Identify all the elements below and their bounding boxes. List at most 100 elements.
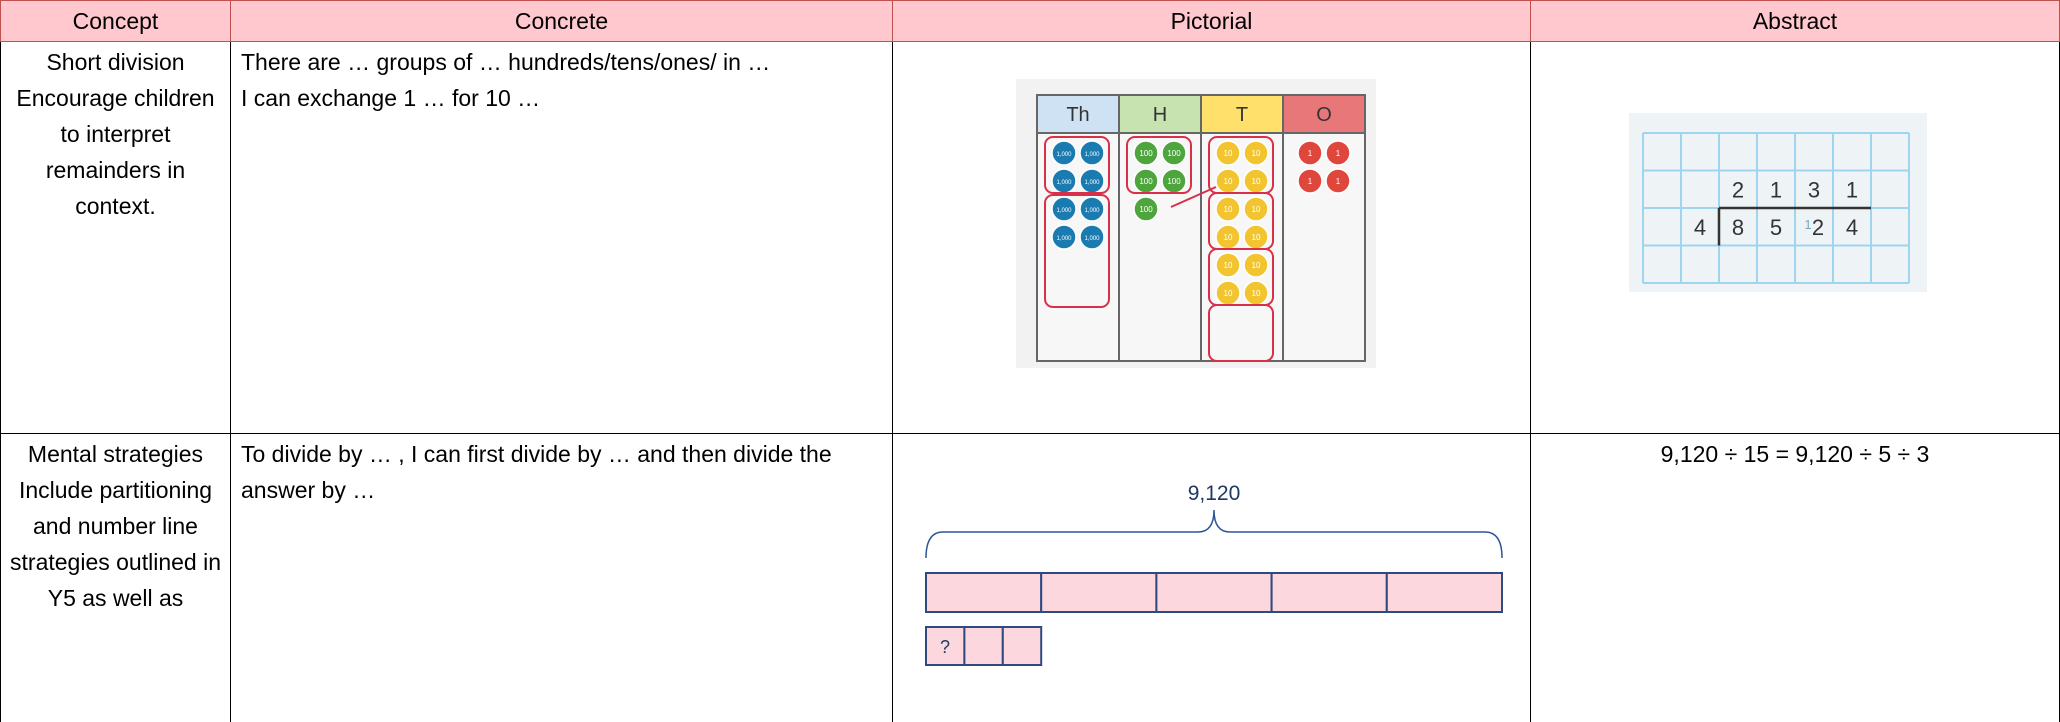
digit: 4: [1846, 215, 1858, 240]
coin: [1243, 196, 1269, 222]
cell-text: I can exchange 1 … for 10 …: [241, 85, 541, 111]
coin-label: 1,000: [1056, 236, 1072, 242]
column-header: [1200, 94, 1284, 134]
cell-text: Include partitioning and number line str…: [10, 477, 221, 611]
column: [1036, 94, 1120, 362]
abstract-cell: 9,120 ÷ 15 = 9,120 ÷ 5 ÷ 3: [1531, 434, 2060, 722]
coin-label: 100: [1139, 177, 1153, 186]
coin-label: 1: [1336, 149, 1341, 158]
coin: [1325, 168, 1351, 194]
coin: [1297, 168, 1323, 194]
concrete-cell: There are … groups of … hundreds/tens/on…: [231, 42, 893, 434]
coin-label: 10: [1252, 261, 1261, 270]
header-cell: Concrete: [231, 0, 893, 42]
coin: [1051, 224, 1077, 250]
coin-label: 1,000: [1056, 208, 1072, 214]
coin-label: 100: [1167, 177, 1181, 186]
column-header: [1036, 94, 1120, 134]
group-outline: [1126, 136, 1192, 194]
coin-label: 10: [1252, 233, 1261, 242]
coin: [1133, 140, 1159, 166]
column: [1118, 94, 1202, 362]
column-label: H: [1153, 104, 1167, 126]
coin-label: 10: [1224, 177, 1233, 186]
group-outline: [1208, 304, 1274, 362]
coin: [1243, 252, 1269, 278]
cell-text: Encourage children to interpret remainde…: [16, 85, 215, 219]
digit: 5: [1770, 215, 1782, 240]
column: [1200, 94, 1284, 362]
coin: [1079, 224, 1105, 250]
bar-part: [925, 626, 966, 666]
coin-label: 10: [1252, 289, 1261, 298]
coin-label: 10: [1252, 149, 1261, 158]
header-cell: Abstract: [1531, 0, 2060, 42]
coin: [1079, 140, 1105, 166]
column-label: Th: [1066, 104, 1089, 126]
pictorial-cell: Th 1,000 1,000 1,000 1,000 1,000 1,000 1,000 1,0…: [893, 42, 1531, 434]
bar-total: 9,120: [1188, 482, 1241, 505]
coin: [1215, 252, 1241, 278]
bar-segment: [925, 572, 1043, 613]
pictorial-cell: 9,120?: [893, 434, 1531, 722]
coin-label: 10: [1224, 233, 1233, 242]
digit: 3: [1808, 177, 1820, 202]
short-division-grid: 2 1 3 14 8 5 2 41: [1629, 113, 1927, 292]
concrete-cell: To divide by … , I can first divide by ……: [231, 434, 893, 722]
cell-text: Mental strategies: [27, 441, 204, 467]
coin: [1215, 196, 1241, 222]
coin-label: 10: [1252, 177, 1261, 186]
coin-label: 100: [1167, 149, 1181, 158]
column-label: O: [1316, 104, 1332, 126]
coin: [1297, 140, 1323, 166]
header-cell: Pictorial: [893, 0, 1531, 42]
coin: [1161, 140, 1187, 166]
coin: [1215, 140, 1241, 166]
coin-label: 100: [1139, 149, 1153, 158]
coin: [1325, 140, 1351, 166]
bar-part: [963, 626, 1004, 666]
coin: [1243, 140, 1269, 166]
bar-segment: [1040, 572, 1158, 613]
header-cell: Concept: [0, 0, 231, 42]
coin-label: 100: [1139, 205, 1153, 214]
group-outline: [1044, 136, 1110, 194]
bar-segment: [1155, 572, 1273, 613]
bar-segment: [1385, 572, 1503, 613]
cell-text: There are … groups of … hundreds/tens/on…: [241, 49, 771, 75]
digit: 2: [1732, 177, 1744, 202]
exchange-arrow: [1170, 186, 1217, 208]
coin-label: 1: [1308, 177, 1313, 186]
digit: 1: [1804, 217, 1811, 232]
bar-segment: [1270, 572, 1388, 613]
coin-label: 10: [1224, 149, 1233, 158]
digit: 1: [1846, 177, 1858, 202]
coin-label: 1: [1336, 177, 1341, 186]
column-header: [1282, 94, 1366, 134]
concept-cell: Short division Encourage children to int…: [0, 42, 231, 434]
coin-label: 10: [1224, 261, 1233, 270]
coin-label: 1,000: [1084, 180, 1100, 186]
coin-label: 1,000: [1084, 236, 1100, 242]
brace: [925, 509, 1503, 559]
coin-label: 1: [1308, 149, 1313, 158]
digit: 1: [1770, 177, 1782, 202]
coin-label: 10: [1252, 205, 1261, 214]
coin-label: 10: [1224, 205, 1233, 214]
column-label: T: [1236, 104, 1248, 126]
column: [1282, 94, 1366, 362]
digit: 8: [1732, 215, 1744, 240]
place-value-chart: Th 1,000 1,000 1,000 1,000 1,000 1,000 1,000 1,0…: [1016, 79, 1376, 368]
bar-model: 9,120?: [925, 482, 1503, 666]
coin: [1079, 196, 1105, 222]
image-bg: [1629, 113, 1927, 292]
cell-text: To divide by … , I can first divide by ……: [241, 441, 832, 503]
coin: [1051, 140, 1077, 166]
coin-label: 1,000: [1084, 152, 1100, 158]
group-outline: [1044, 194, 1110, 308]
coin-label: 1,000: [1056, 152, 1072, 158]
coin-label: 1,000: [1056, 180, 1072, 186]
concept-cell: Mental strategies Include partitioning a…: [0, 434, 231, 722]
